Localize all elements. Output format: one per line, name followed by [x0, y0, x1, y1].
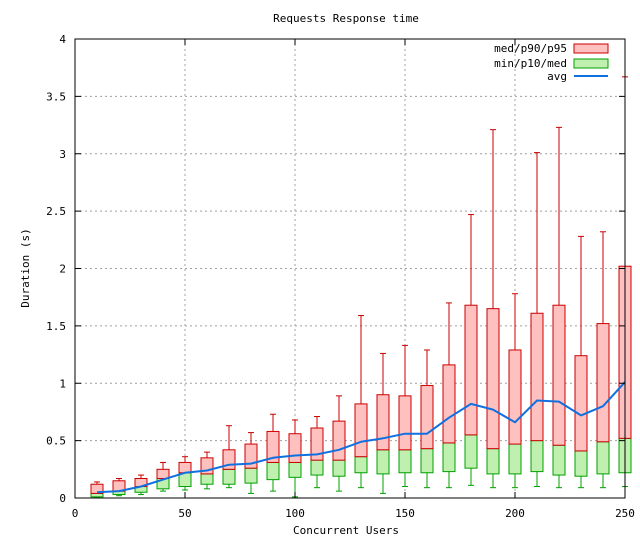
y-tick-label: 0	[59, 492, 66, 505]
lower-box	[552, 444, 566, 476]
lower-box	[530, 440, 544, 473]
lower-box	[486, 448, 500, 475]
box-group	[398, 344, 412, 488]
upper-box	[464, 304, 478, 436]
lower-box	[464, 434, 478, 469]
box-group	[596, 231, 610, 489]
box-group	[508, 293, 522, 489]
lower-box	[442, 442, 456, 473]
upper-box	[508, 349, 522, 445]
lower-box	[222, 468, 236, 485]
upper-box	[376, 394, 390, 451]
y-tick-label: 1.5	[46, 320, 66, 333]
grid	[75, 39, 625, 498]
legend-swatch-upper	[573, 43, 609, 54]
avg-series	[96, 381, 626, 494]
box-group	[376, 352, 390, 494]
box-group	[420, 349, 434, 489]
box-group	[156, 461, 170, 492]
y-tick-label: 0.5	[46, 435, 66, 448]
upper-box	[178, 461, 192, 474]
legend-label-upper: med/p90/p95	[494, 42, 567, 55]
lower-box	[266, 461, 280, 481]
y-tick-label: 2.5	[46, 205, 66, 218]
y-tick-label: 2	[59, 263, 66, 276]
upper-box	[90, 483, 104, 494]
lower-box	[310, 459, 324, 476]
upper-box	[156, 468, 170, 479]
axis-ticks: 0 50 100 150 200 250 0 0.5 1 1.5 2 2.5 3 3.5 4	[46, 33, 635, 520]
x-tick-label: 0	[72, 507, 79, 520]
box-group	[222, 425, 236, 489]
box-group	[134, 474, 148, 496]
lower-box	[376, 449, 390, 475]
x-tick-label: 200	[505, 507, 525, 520]
lower-box	[90, 492, 104, 498]
upper-box	[354, 403, 368, 458]
avg-line	[96, 381, 626, 494]
box-group	[178, 456, 192, 491]
box-group	[442, 302, 456, 489]
upper-box	[266, 430, 280, 463]
lower-box	[354, 456, 368, 474]
upper-box	[574, 355, 588, 452]
box-group	[112, 477, 126, 497]
x-tick-label: 250	[615, 507, 635, 520]
box-group	[310, 416, 324, 489]
box-group	[464, 214, 478, 486]
upper-box	[420, 385, 434, 450]
chart-title: Requests Response time	[273, 12, 419, 25]
x-axis-label: Concurrent Users	[293, 524, 399, 537]
legend: med/p90/p95 min/p10/med avg	[494, 42, 609, 83]
lower-box	[288, 461, 302, 478]
y-tick-label: 3.5	[46, 90, 66, 103]
boxes	[90, 76, 632, 498]
box-group	[266, 413, 280, 492]
lower-box	[596, 441, 610, 475]
x-tick-label: 50	[178, 507, 191, 520]
lower-box	[332, 459, 346, 477]
upper-box	[332, 420, 346, 461]
upper-box	[486, 308, 500, 450]
lower-box	[508, 443, 522, 475]
legend-label-avg: avg	[547, 70, 567, 83]
upper-box	[310, 427, 324, 461]
lower-box	[398, 449, 412, 474]
lower-box	[200, 473, 214, 485]
x-tick-label: 100	[285, 507, 305, 520]
upper-box	[398, 395, 412, 451]
y-tick-label: 1	[59, 377, 66, 390]
box-group	[288, 419, 302, 498]
y-tick-label: 4	[59, 33, 66, 46]
upper-box	[552, 304, 566, 446]
box-group	[486, 129, 500, 489]
box-group	[574, 235, 588, 489]
upper-box	[530, 312, 544, 442]
box-group	[90, 481, 104, 498]
legend-label-lower: min/p10/med	[494, 57, 567, 70]
x-tick-label: 150	[395, 507, 415, 520]
upper-box	[442, 364, 456, 444]
upper-box	[288, 433, 302, 463]
box-group	[332, 395, 346, 492]
box-group	[552, 126, 566, 489]
lower-box	[420, 448, 434, 474]
y-axis-label: Duration (s)	[19, 228, 32, 307]
upper-box	[596, 323, 610, 443]
y-tick-label: 3	[59, 148, 66, 161]
box-group	[530, 152, 544, 488]
lower-box	[244, 467, 258, 484]
legend-swatch-lower	[573, 58, 609, 69]
lower-box	[574, 450, 588, 477]
box-group	[354, 315, 368, 489]
